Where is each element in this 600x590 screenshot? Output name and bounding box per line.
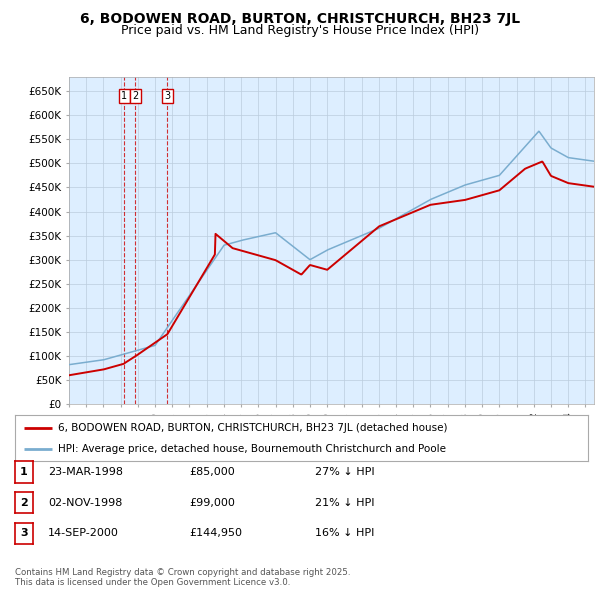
Text: 14-SEP-2000: 14-SEP-2000: [48, 529, 119, 538]
Text: Price paid vs. HM Land Registry's House Price Index (HPI): Price paid vs. HM Land Registry's House …: [121, 24, 479, 37]
Text: 16% ↓ HPI: 16% ↓ HPI: [315, 529, 374, 538]
Text: 1: 1: [20, 467, 28, 477]
Text: 3: 3: [20, 529, 28, 538]
Text: 2: 2: [132, 91, 138, 101]
Text: 1: 1: [121, 91, 127, 101]
Text: HPI: Average price, detached house, Bournemouth Christchurch and Poole: HPI: Average price, detached house, Bour…: [58, 444, 446, 454]
Text: 21% ↓ HPI: 21% ↓ HPI: [315, 498, 374, 507]
Text: £85,000: £85,000: [189, 467, 235, 477]
Text: 23-MAR-1998: 23-MAR-1998: [48, 467, 123, 477]
Text: 6, BODOWEN ROAD, BURTON, CHRISTCHURCH, BH23 7JL: 6, BODOWEN ROAD, BURTON, CHRISTCHURCH, B…: [80, 12, 520, 26]
Text: 3: 3: [164, 91, 170, 101]
Text: 2: 2: [20, 498, 28, 507]
Text: 02-NOV-1998: 02-NOV-1998: [48, 498, 122, 507]
Text: 6, BODOWEN ROAD, BURTON, CHRISTCHURCH, BH23 7JL (detached house): 6, BODOWEN ROAD, BURTON, CHRISTCHURCH, B…: [58, 423, 448, 433]
Text: Contains HM Land Registry data © Crown copyright and database right 2025.
This d: Contains HM Land Registry data © Crown c…: [15, 568, 350, 587]
Text: 27% ↓ HPI: 27% ↓ HPI: [315, 467, 374, 477]
Text: £99,000: £99,000: [189, 498, 235, 507]
Text: £144,950: £144,950: [189, 529, 242, 538]
